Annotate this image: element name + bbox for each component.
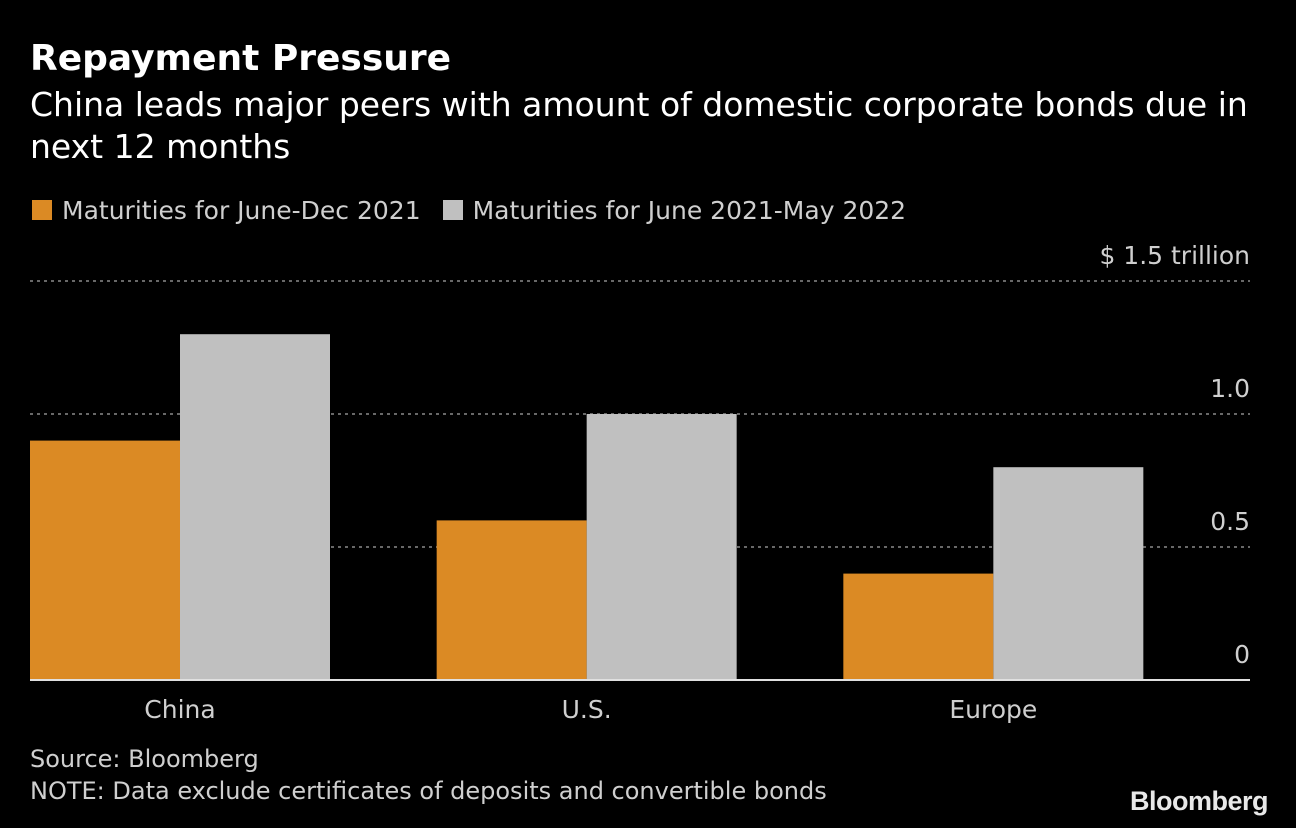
y-tick-label: 1.0	[1210, 374, 1250, 403]
bar-us-series-1	[436, 520, 587, 680]
bar-europe-series-2	[993, 467, 1144, 680]
bar-china-series-2	[180, 334, 330, 680]
legend-item-series-1: Maturities for June-Dec 2021	[32, 196, 421, 225]
legend-label-series-2: Maturities for June 2021-May 2022	[472, 195, 907, 225]
y-tick-label: 0	[1234, 640, 1250, 669]
y-tick-label: $ 1.5 trillion	[1099, 241, 1250, 270]
bloomberg-logo: Bloomberg	[1129, 786, 1269, 816]
bar-us-series-2	[586, 414, 737, 680]
y-tick-label: 0.5	[1210, 507, 1250, 536]
data-note: NOTE: Data exclude certificates of depos…	[30, 777, 827, 805]
legend-swatch-series-2	[442, 200, 463, 220]
chart-title: Repayment Pressure	[30, 38, 452, 79]
legend-item-series-2: Maturities for June 2021-May 2022	[442, 195, 907, 225]
x-tick-label: U.S.	[562, 695, 612, 724]
chart-subtitle: China leads major peers with amount of d…	[30, 85, 1248, 166]
bar-china-series-1	[30, 440, 180, 680]
x-tick-label: China	[144, 695, 215, 724]
legend-label-series-1: Maturities for June-Dec 2021	[62, 195, 421, 225]
source-note: Source: Bloomberg	[30, 745, 259, 773]
bar-europe-series-1	[843, 573, 994, 680]
legend: Maturities for June-Dec 2021 Maturities …	[32, 193, 928, 227]
legend-swatch-series-1	[32, 200, 52, 220]
x-tick-label: Europe	[949, 695, 1037, 724]
